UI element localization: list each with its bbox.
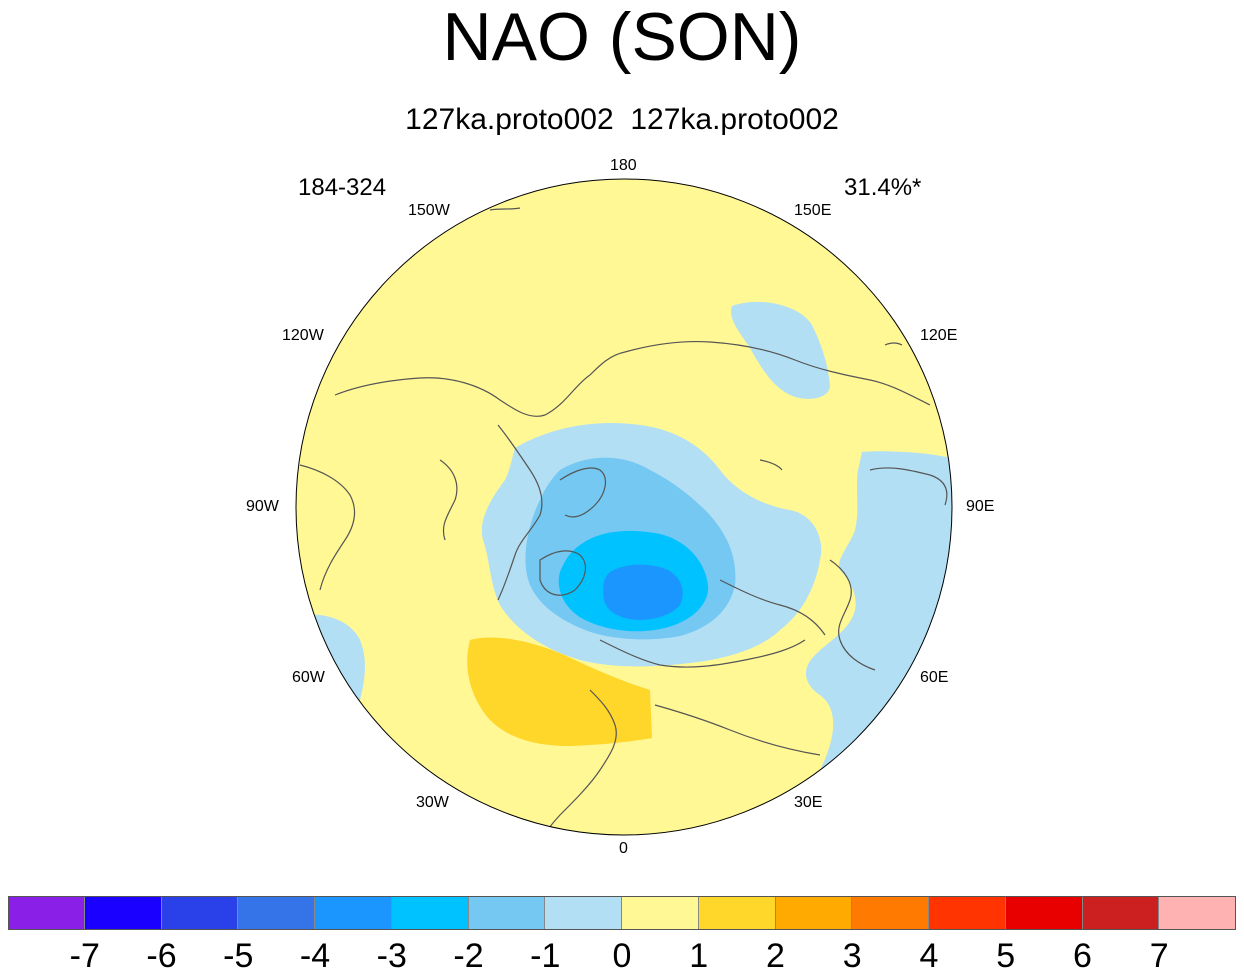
colorbar-box xyxy=(1082,896,1160,930)
coastlines xyxy=(299,207,948,835)
contour-negative-pacific xyxy=(731,301,830,399)
colorbar-label: 6 xyxy=(1073,937,1092,975)
colorbar-box xyxy=(161,896,239,930)
colorbar-box xyxy=(1005,896,1083,930)
map-boundary xyxy=(295,178,953,836)
lon-label-120e: 120E xyxy=(920,327,958,344)
colorbar-box xyxy=(238,896,315,930)
map-title: NAO (SON) xyxy=(442,0,802,75)
colorbar-label: -2 xyxy=(453,937,484,975)
colorbar-box xyxy=(315,896,392,930)
colorbar-label: 4 xyxy=(919,937,939,975)
lon-label-60w: 60W xyxy=(292,669,325,686)
colorbar-box xyxy=(698,896,776,930)
colorbar-box xyxy=(468,896,546,930)
map-subtitle: 127ka.proto002 127ka.proto002 xyxy=(405,103,839,136)
left-corner-label: 184-324 xyxy=(298,174,387,201)
lon-label-120w: 120W xyxy=(282,327,324,344)
colorbar-label: 3 xyxy=(842,937,862,975)
colorbar-label: -5 xyxy=(223,937,254,975)
colorbar-box xyxy=(852,896,929,930)
colorbar-label: 5 xyxy=(996,937,1016,975)
colorbar-box xyxy=(929,896,1006,930)
colorbar-label: -7 xyxy=(69,937,100,975)
colorbar-box xyxy=(84,896,162,930)
colorbar-label: -1 xyxy=(530,937,561,975)
lon-label-180: 180 xyxy=(610,157,637,174)
colorbar-box xyxy=(775,896,853,930)
map-field xyxy=(296,179,952,835)
colorbar-label: -4 xyxy=(299,937,331,975)
colorbar-label: 2 xyxy=(766,937,785,975)
colorbar xyxy=(8,896,1236,930)
colorbar-box xyxy=(1159,896,1236,930)
lon-label-60e: 60E xyxy=(920,669,949,686)
colorbar-label: 1 xyxy=(689,937,709,975)
lon-label-30e: 30E xyxy=(794,794,823,811)
colorbar-label: -3 xyxy=(376,937,407,975)
lon-label-30w: 30W xyxy=(416,794,449,811)
colorbar-label: -6 xyxy=(146,937,177,975)
contour-negative-4 xyxy=(603,564,683,620)
colorbar-label: 7 xyxy=(1149,937,1169,975)
colorbar-box xyxy=(391,896,469,930)
lon-label-150w: 150W xyxy=(408,202,450,219)
contour-positive-1 xyxy=(467,637,652,746)
lon-label-90e: 90E xyxy=(966,498,995,515)
colorbar-label: 0 xyxy=(612,937,632,975)
lon-label-90w: 90W xyxy=(246,498,279,515)
lon-label-0: 0 xyxy=(619,840,628,857)
lon-label-150e: 150E xyxy=(794,202,832,219)
colorbar-box xyxy=(545,896,622,930)
colorbar-box xyxy=(622,896,699,930)
colorbar-box xyxy=(8,896,85,930)
right-corner-label: 31.4%* xyxy=(844,174,922,201)
